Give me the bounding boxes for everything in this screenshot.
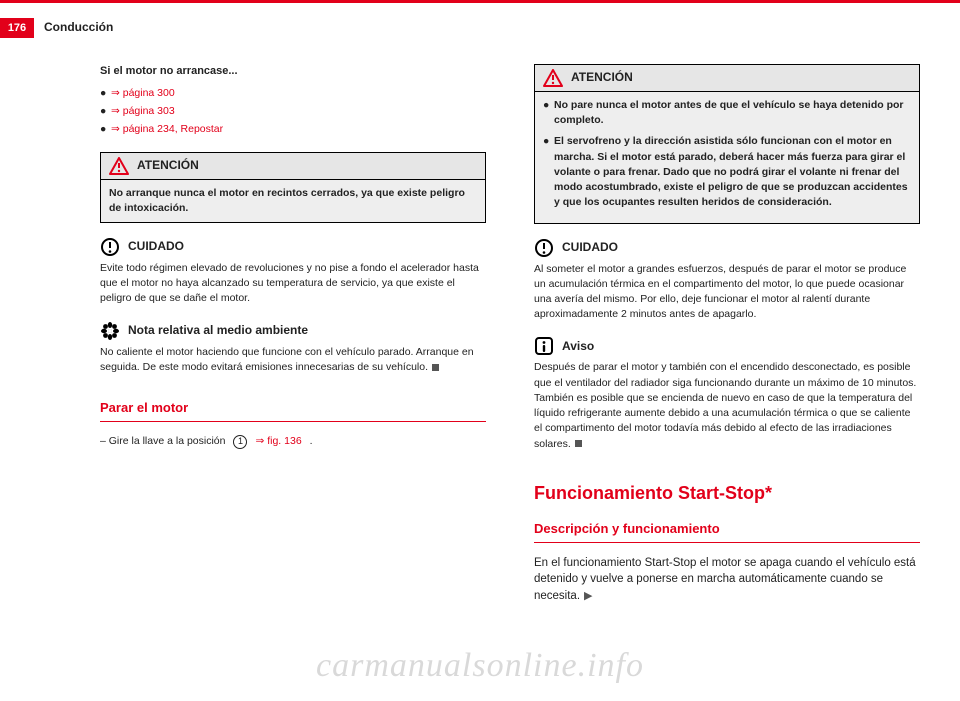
- bullet-dot: ●: [100, 86, 105, 101]
- warning-body: ● No pare nunca el motor antes de que el…: [535, 92, 919, 223]
- bullet: ● ⇒ página 303: [100, 104, 486, 119]
- environment-head: Nota relativa al medio ambiente: [100, 321, 486, 341]
- warning-head: ATENCIÓN: [535, 65, 919, 92]
- top-red-band: [0, 0, 960, 3]
- caution-circle-icon: [534, 238, 554, 258]
- notice-head: Aviso: [534, 336, 920, 356]
- environment-body-text: No caliente el motor haciendo que funcio…: [100, 346, 474, 373]
- link-arrow: ⇒ página 234, Repostar: [111, 122, 223, 137]
- bullet: ● ⇒ página 234, Repostar: [100, 122, 486, 137]
- warning-bullet-text: El servofreno y la dirección asistida só…: [554, 134, 911, 210]
- intro-bold: Si el motor no arrancase...: [100, 64, 486, 80]
- warning-box: ATENCIÓN No arranque nunca el motor en r…: [100, 152, 486, 223]
- link-arrow-glyph: ⇒: [111, 105, 120, 117]
- link-arrow: ⇒ página 303: [111, 104, 175, 119]
- page-number: 176: [8, 22, 26, 34]
- caution-label: CUIDADO: [128, 238, 184, 255]
- startstop-heading: Funcionamiento Start-Stop*: [534, 480, 920, 506]
- link-text[interactable]: página 234, Repostar: [123, 123, 223, 135]
- flower-icon: [100, 321, 120, 341]
- link-text: fig. 136: [267, 435, 301, 447]
- environment-body: No caliente el motor haciendo que funcio…: [100, 345, 486, 375]
- link-arrow-glyph: ⇒: [111, 87, 120, 99]
- end-square-icon: [575, 440, 582, 447]
- warning-head: ATENCIÓN: [101, 153, 485, 180]
- warning-label: ATENCIÓN: [137, 157, 199, 174]
- caution-head: CUIDADO: [534, 238, 920, 258]
- bullet-dot: ●: [100, 122, 105, 137]
- startstop-sub: Descripción y funcionamiento: [534, 520, 920, 543]
- startstop-body: En el funcionamiento Start-Stop el motor…: [534, 555, 920, 605]
- link-arrow-glyph: ⇒: [255, 435, 264, 447]
- left-column: Si el motor no arrancase... ● ⇒ página 3…: [100, 64, 486, 608]
- caution-body: Evite todo régimen elevado de revolucion…: [100, 261, 486, 307]
- caution-body: Al someter el motor a grandes esfuerzos,…: [534, 262, 920, 323]
- warning-box: ATENCIÓN ● No pare nunca el motor antes …: [534, 64, 920, 224]
- continue-arrow-icon: ▶: [584, 589, 592, 605]
- bullet-dot: ●: [543, 98, 548, 113]
- caution-head: CUIDADO: [100, 237, 486, 257]
- caution-circle-icon: [100, 237, 120, 257]
- link-arrow: ⇒ página 300: [111, 86, 175, 101]
- warning-bullet-text: No pare nunca el motor antes de que el v…: [554, 98, 911, 128]
- parar-step-link[interactable]: ⇒ fig. 136: [255, 434, 301, 449]
- notice-body-text: Después de parar el motor y también con …: [534, 361, 916, 449]
- environment-label: Nota relativa al medio ambiente: [128, 322, 308, 339]
- parar-step-suffix: .: [310, 434, 313, 449]
- page-number-badge: 176: [0, 18, 34, 38]
- link-text[interactable]: página 303: [123, 105, 175, 117]
- bullet-dot: ●: [543, 134, 548, 149]
- link-text[interactable]: página 300: [123, 87, 175, 99]
- warning-label: ATENCIÓN: [571, 69, 633, 86]
- right-column: ATENCIÓN ● No pare nunca el motor antes …: [534, 64, 920, 608]
- end-square-icon: [432, 364, 439, 371]
- bullet-dot: ●: [100, 104, 105, 119]
- caution-label: CUIDADO: [562, 239, 618, 256]
- parar-step-prefix: – Gire la llave a la posición: [100, 434, 225, 449]
- page-content: Si el motor no arrancase... ● ⇒ página 3…: [100, 64, 920, 608]
- parar-step: – Gire la llave a la posición 1 ⇒ fig. 1…: [100, 434, 486, 449]
- watermark: carmanualsonline.info: [0, 647, 960, 685]
- notice-body: Después de parar el motor y también con …: [534, 360, 920, 451]
- warning-bullet: ● No pare nunca el motor antes de que el…: [543, 98, 911, 128]
- notice-label: Aviso: [562, 338, 594, 355]
- info-square-icon: [534, 336, 554, 356]
- step-circle-1: 1: [233, 435, 247, 449]
- section-title: Conducción: [44, 20, 113, 34]
- warning-body: No arranque nunca el motor en recintos c…: [101, 180, 485, 222]
- warning-triangle-icon: [109, 157, 129, 175]
- warning-bullet: ● El servofreno y la dirección asistida …: [543, 134, 911, 210]
- link-arrow-glyph: ⇒: [111, 123, 120, 135]
- parar-heading: Parar el motor: [100, 399, 486, 422]
- bullet: ● ⇒ página 300: [100, 86, 486, 101]
- warning-triangle-icon: [543, 69, 563, 87]
